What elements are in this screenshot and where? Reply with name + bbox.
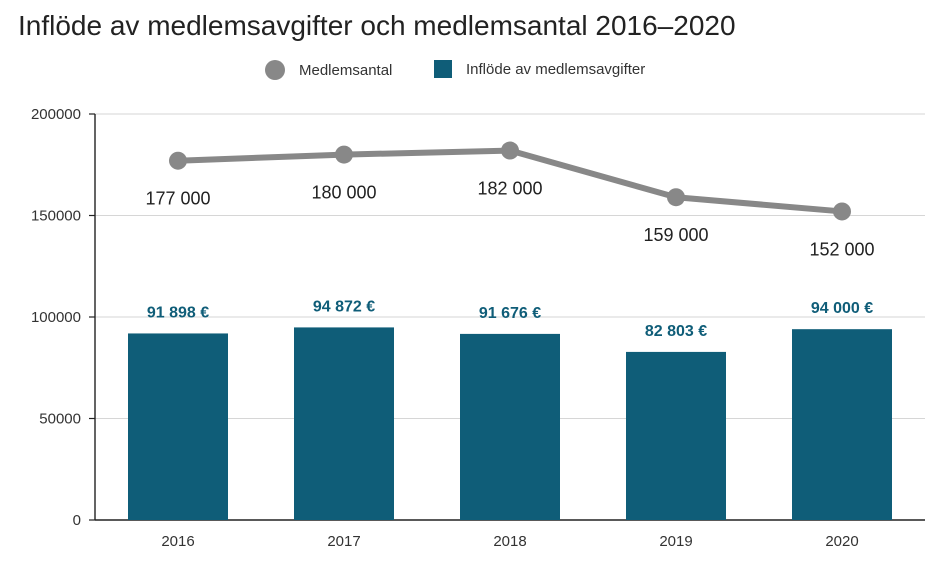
bar-data-label: 82 803 €: [645, 323, 707, 340]
legend-bar-label: Inflöde av medlemsavgifter: [466, 60, 646, 78]
legend-line-marker: [265, 60, 285, 80]
y-tick-label: 0: [73, 512, 81, 529]
y-tick-label: 50000: [39, 411, 81, 428]
bar-data-label: 94 872 €: [313, 298, 375, 315]
y-tick-label: 200000: [31, 106, 81, 123]
line-point: [667, 188, 685, 207]
line-point: [833, 202, 851, 221]
line-point: [335, 145, 353, 164]
line-data-label: 152 000: [809, 239, 874, 259]
x-tick-label: 2020: [825, 533, 858, 550]
x-tick-label: 2016: [161, 533, 194, 550]
bar: [460, 333, 560, 520]
line-data-label: 159 000: [643, 225, 708, 245]
bar-data-label: 91 898 €: [147, 304, 209, 321]
x-tick-label: 2018: [493, 533, 526, 550]
line-point: [169, 151, 187, 170]
bar: [128, 333, 228, 520]
line-data-label: 180 000: [311, 183, 376, 203]
y-tick-label: 100000: [31, 309, 81, 326]
y-tick-label: 150000: [31, 208, 81, 225]
x-tick-label: 2017: [327, 533, 360, 550]
line-point: [501, 141, 519, 160]
bar: [294, 327, 394, 520]
legend: Medlemsantal Inflöde av medlemsavgifter: [0, 60, 939, 84]
bar-data-label: 94 000 €: [811, 300, 873, 317]
chart-title: Inflöde av medlemsavgifter och medlemsan…: [18, 10, 736, 41]
bar: [626, 351, 726, 520]
legend-line-label: Medlemsantal: [299, 61, 393, 79]
bar-data-label: 91 676 €: [479, 305, 541, 322]
line-data-label: 182 000: [477, 179, 542, 199]
legend-bar-marker: [434, 60, 452, 78]
bar: [792, 329, 892, 520]
x-tick-label: 2019: [659, 533, 692, 550]
legend-item-bar: Inflöde av medlemsavgifter: [434, 60, 645, 78]
line-data-label: 177 000: [145, 189, 210, 209]
legend-item-line: Medlemsantal: [265, 60, 392, 80]
